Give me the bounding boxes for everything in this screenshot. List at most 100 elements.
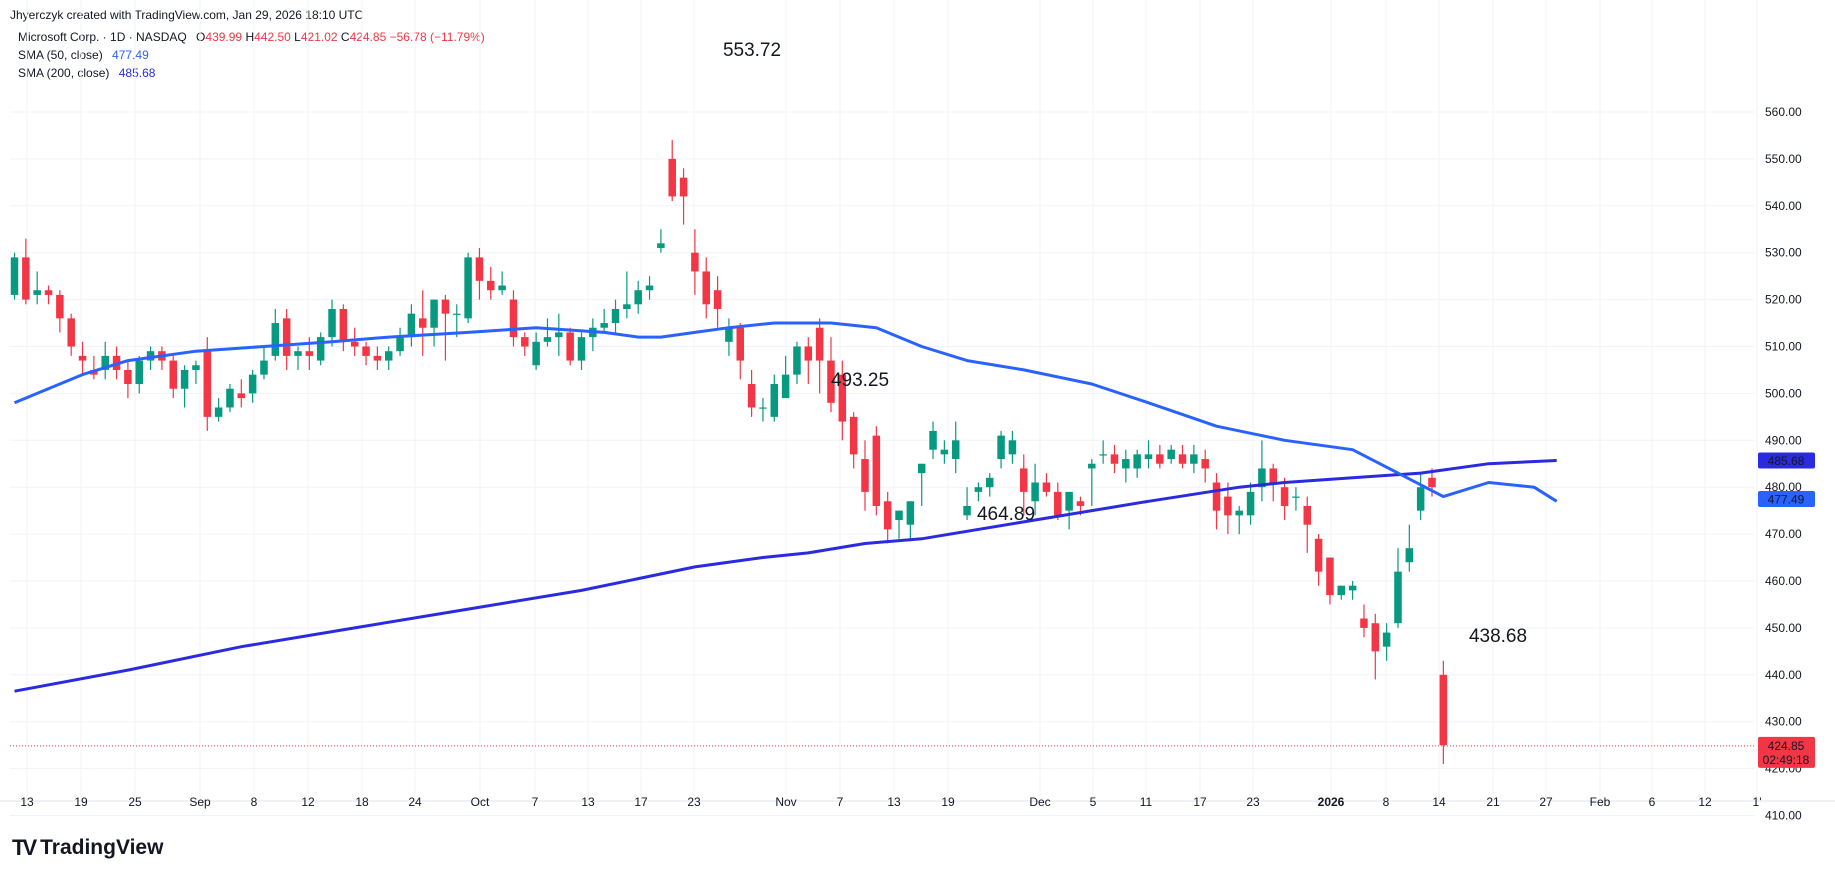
candle-body [169,360,178,389]
candle-body [305,351,314,356]
attribution-text: Jhyerczyk created with TradingView.com, … [10,8,364,22]
candle-body [872,435,881,506]
tradingview-logo[interactable]: TV TradingView [12,835,163,861]
price-annotation: 493.25 [831,370,889,391]
candle-body [1224,496,1232,516]
x-tick-label: 2026 [1318,795,1345,809]
y-tick-label: 430.00 [1765,715,1802,729]
price-annotation: 553.72 [723,40,781,61]
candle-body [1428,477,1436,488]
candle-body [124,369,132,385]
candle-body [555,332,563,338]
candle-body [1156,454,1164,464]
candle-body [44,290,53,295]
candle-body [1326,557,1334,596]
candle-body [1178,454,1187,464]
candle-body [441,299,450,314]
x-tick-label: 21 [1486,795,1500,809]
x-tick-label: 25 [128,795,142,809]
candle-body [736,327,745,361]
candle-body [838,374,847,422]
y-tick-label: 460.00 [1765,574,1802,588]
y-tick-label: 540.00 [1765,199,1802,213]
sma50-line [13,321,1558,503]
candle-body [146,351,155,361]
x-tick-label: 12 [1698,795,1712,809]
x-tick-label: Oct [471,795,490,809]
x-tick-label: 14 [1432,795,1446,809]
x-tick-label: Dec [1029,795,1050,809]
x-tick-label: 27 [1539,795,1553,809]
candle-body [600,323,608,328]
legend-sma200-value: 485.68 [118,66,156,80]
candle-body [759,407,767,409]
x-tick-label: 19 [74,795,88,809]
candle-body [861,459,869,492]
candle-body [214,407,223,417]
candle-body [384,351,393,361]
candle-body [974,487,983,492]
price-annotation: 438.68 [1469,626,1527,647]
candle-body [917,463,926,474]
legend-sma200-label: SMA (200, close) [18,66,110,80]
x-tick-label: 13 [20,795,34,809]
candle-body [985,477,994,488]
candle-body [1360,618,1368,628]
candle-body [1099,454,1107,456]
candle-body [373,355,382,361]
candle-body [623,304,631,309]
candle-body [781,374,790,399]
candle-body [566,332,574,361]
sma200-line [14,459,1557,693]
ohlc-open-label: O [196,30,206,44]
candle-body [498,285,506,291]
candle-body [691,252,699,272]
candle-body [350,341,359,347]
ohlc-change: −56.78 (−11.79%) [389,30,485,44]
candle-body [1122,459,1130,469]
ohlc-high-label: H [245,30,255,44]
sma200-price-tag-text: 485.68 [1768,454,1805,468]
candle-body [226,388,234,408]
candle-body [192,365,200,370]
legend-sma200-row[interactable]: SMA (200, close) 485.68 [18,66,155,80]
candle-body [940,449,949,455]
candle-body [713,290,722,309]
candle-body [725,327,733,342]
candle-body [1065,491,1073,511]
x-tick-label: 19 [941,795,955,809]
ohlc-low-value: 421.02 [300,30,338,44]
time-axis: 13 19 25 Sep 8 12 18 24 Oct 7 13 17 23 Nov 7 13 19 Dec 5 11… [0,795,1835,809]
y-tick-label: 410.00 [1765,809,1802,823]
x-tick-label: 7 [837,795,844,809]
last-price-tag [1758,736,1815,768]
candle-body [521,337,529,347]
candle-body [577,337,586,361]
candle-body [78,355,87,361]
sma50-price-tag-text: 477.49 [1768,492,1805,506]
candle-body [543,337,552,342]
candle-body [634,290,642,305]
candle-body [282,318,291,356]
candle-body [1303,505,1312,525]
candle-body [101,355,109,370]
legend-sma50-row[interactable]: SMA (50, close) 477.49 [18,48,149,62]
candle-body [747,384,756,408]
candle-body [997,435,1005,460]
candle-body [532,341,540,366]
candle-body [1088,463,1096,469]
tv-logo-icon: TV [12,835,37,860]
y-tick-label: 470.00 [1765,527,1802,541]
candles-layer [10,140,1448,764]
legend-symbol: Microsoft Corp. · 1D · NASDAQ [18,30,187,44]
y-tick-label: 500.00 [1765,386,1802,400]
candle-body [645,285,654,291]
ohlc-close-label: C [340,30,350,44]
candle-body [1280,487,1289,506]
candle-body [1167,449,1175,460]
legend-sma50-label: SMA (50, close) [18,48,103,62]
y-tick-label: 520.00 [1765,293,1802,307]
candle-body [770,384,779,417]
ohlc-low-label: L [294,30,301,44]
